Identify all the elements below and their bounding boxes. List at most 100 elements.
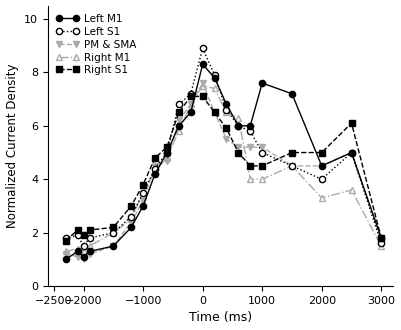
PM & SMA [188, 102, 192, 106]
Right M1 [75, 247, 80, 251]
Left S1 [223, 108, 228, 112]
PM & SMA [75, 255, 80, 259]
Right S1 [348, 121, 353, 125]
Right M1 [152, 169, 157, 173]
PM & SMA [111, 244, 115, 248]
Left M1 [111, 244, 115, 248]
PM & SMA [176, 118, 181, 122]
Right S1 [378, 236, 383, 240]
Right M1 [223, 111, 228, 115]
Left S1 [140, 191, 145, 195]
Right M1 [111, 231, 115, 235]
Right M1 [259, 177, 264, 181]
Left S1 [259, 150, 264, 154]
Left M1 [128, 225, 133, 229]
Left M1 [348, 150, 353, 154]
Line: Left M1: Left M1 [63, 61, 383, 263]
Left M1 [200, 62, 205, 66]
PM & SMA [200, 81, 205, 85]
Line: Right S1: Right S1 [63, 94, 383, 244]
Right M1 [318, 196, 323, 200]
Left M1 [188, 111, 192, 115]
Right M1 [87, 244, 92, 248]
Left M1 [140, 204, 145, 208]
Left M1 [176, 124, 181, 128]
Left S1 [289, 164, 294, 168]
Left M1 [75, 249, 80, 253]
Line: PM & SMA: PM & SMA [63, 80, 383, 263]
Left S1 [75, 233, 80, 237]
Left S1 [318, 177, 323, 181]
Right S1 [75, 228, 80, 232]
PM & SMA [223, 137, 228, 141]
Right S1 [81, 233, 86, 237]
Right M1 [289, 164, 294, 168]
Left S1 [348, 150, 353, 154]
Right M1 [128, 217, 133, 221]
PM & SMA [259, 145, 264, 149]
PM & SMA [63, 252, 68, 256]
Left S1 [164, 150, 169, 154]
Right S1 [212, 111, 217, 115]
Line: Right M1: Right M1 [63, 82, 383, 254]
Left S1 [200, 46, 205, 50]
Left M1 [87, 249, 92, 253]
Left M1 [212, 76, 217, 80]
Left S1 [63, 236, 68, 240]
PM & SMA [87, 252, 92, 256]
Left M1 [81, 255, 86, 259]
PM & SMA [318, 164, 323, 168]
Left M1 [318, 164, 323, 168]
Left M1 [259, 81, 264, 85]
Right S1 [152, 156, 157, 160]
PM & SMA [140, 199, 145, 203]
Left S1 [188, 92, 192, 96]
Right S1 [63, 239, 68, 243]
Right S1 [247, 164, 252, 168]
Left M1 [378, 236, 383, 240]
Right S1 [200, 94, 205, 98]
Left M1 [152, 172, 157, 176]
Right M1 [176, 129, 181, 133]
X-axis label: Time (ms): Time (ms) [188, 312, 251, 324]
Right M1 [164, 156, 169, 160]
PM & SMA [81, 257, 86, 261]
PM & SMA [128, 220, 133, 224]
Right M1 [235, 116, 240, 120]
Left S1 [212, 73, 217, 77]
Left S1 [81, 244, 86, 248]
Right S1 [87, 228, 92, 232]
Right S1 [289, 150, 294, 154]
Left S1 [152, 167, 157, 171]
PM & SMA [247, 145, 252, 149]
Y-axis label: Normalized Current Density: Normalized Current Density [6, 64, 18, 228]
PM & SMA [152, 164, 157, 168]
Right M1 [348, 188, 353, 192]
Right M1 [140, 191, 145, 195]
Right M1 [81, 249, 86, 253]
PM & SMA [289, 164, 294, 168]
Left M1 [223, 102, 228, 106]
Right S1 [140, 182, 145, 186]
PM & SMA [212, 111, 217, 115]
Right S1 [111, 225, 115, 229]
Right S1 [223, 126, 228, 130]
PM & SMA [164, 159, 169, 163]
PM & SMA [235, 145, 240, 149]
Right M1 [247, 177, 252, 181]
Right S1 [128, 204, 133, 208]
Right S1 [164, 145, 169, 149]
Right S1 [176, 111, 181, 115]
Left S1 [247, 129, 252, 133]
PM & SMA [378, 239, 383, 243]
Right S1 [318, 150, 323, 154]
Left M1 [247, 124, 252, 128]
Right S1 [188, 94, 192, 98]
Legend: Left M1, Left S1, PM & SMA, Right M1, Right S1: Left M1, Left S1, PM & SMA, Right M1, Ri… [53, 11, 140, 79]
Right M1 [200, 84, 205, 88]
Line: Left S1: Left S1 [63, 45, 383, 249]
Left M1 [164, 150, 169, 154]
Left S1 [176, 102, 181, 106]
Right M1 [188, 102, 192, 106]
Left S1 [87, 236, 92, 240]
